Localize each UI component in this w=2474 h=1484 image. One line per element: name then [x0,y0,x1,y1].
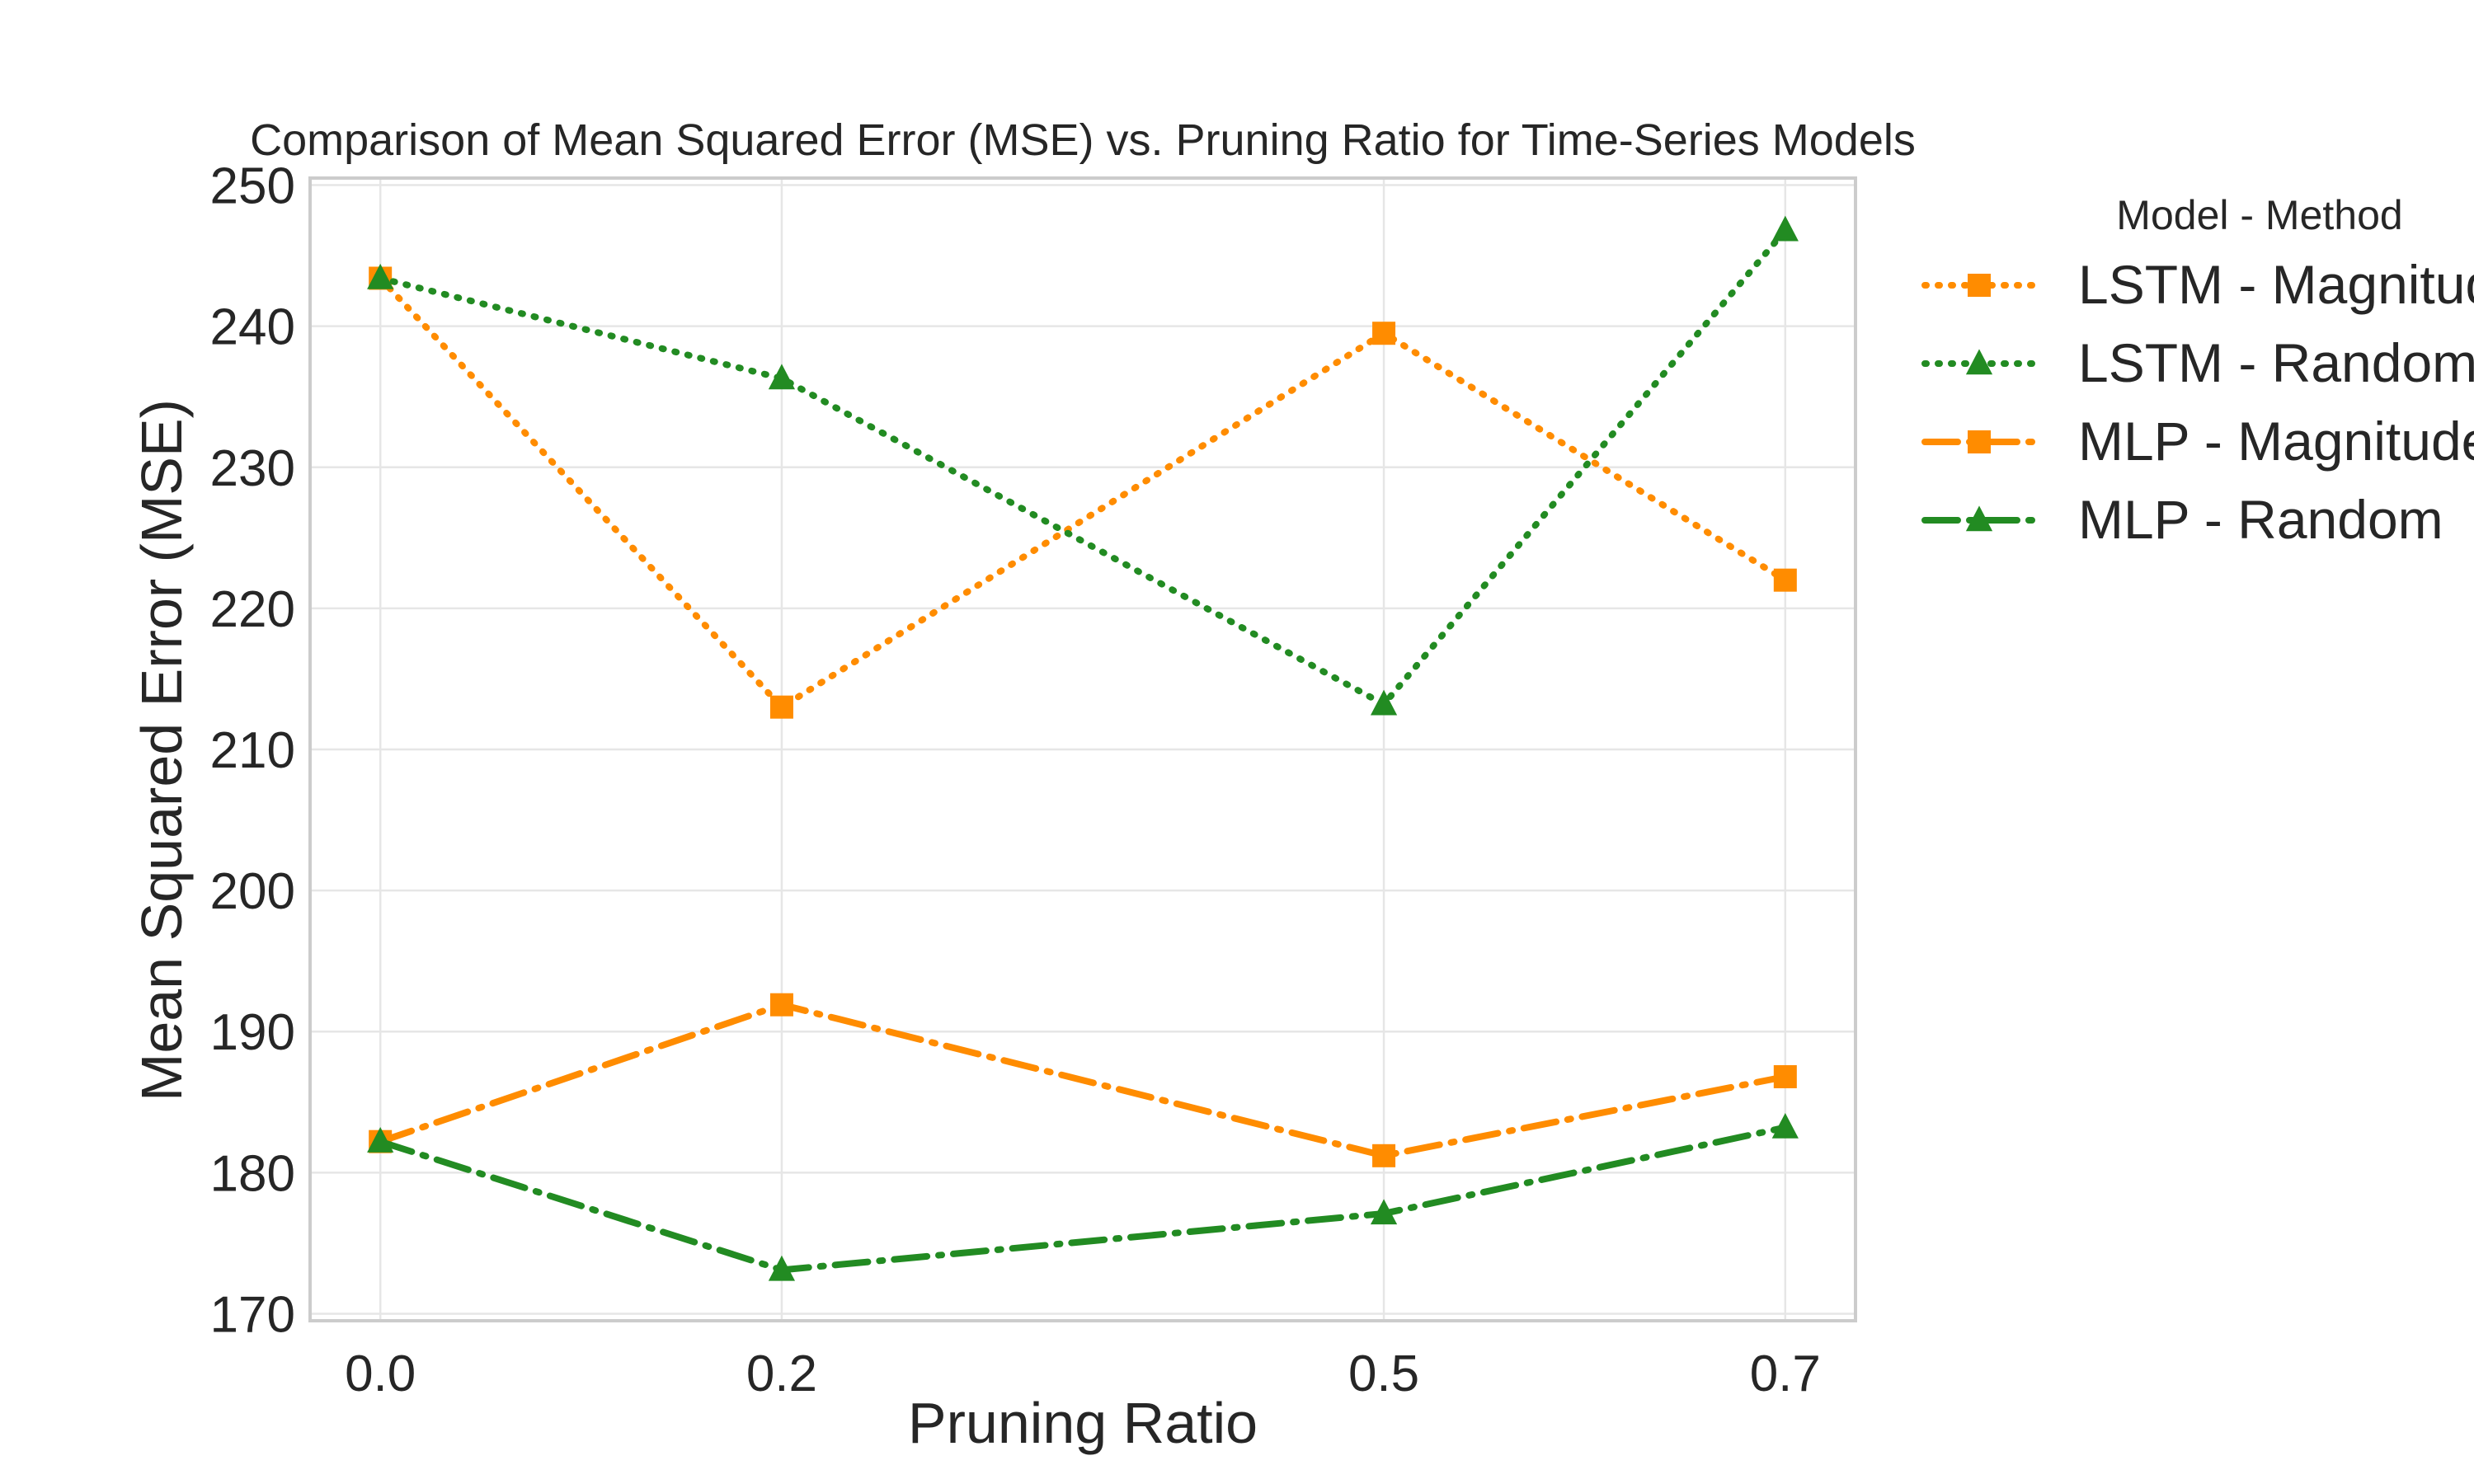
series-layer [367,215,1799,1281]
series-mlp-random [367,1112,1799,1281]
legend-marker [1965,349,1993,375]
series-mlp-magnitude [369,993,1797,1167]
legend-entry: MLP - Random [1921,489,2443,550]
series-line [377,1124,1789,1274]
data-point [1372,322,1396,345]
y-tick-label: 250 [210,158,295,215]
series-line [377,1001,1789,1159]
data-point [1370,689,1398,716]
data-point [1771,215,1799,242]
data-point [367,263,394,289]
y-tick-label: 210 [210,722,295,779]
data-point [768,364,796,390]
legend-entry: MLP - Magnitude [1921,411,2474,472]
data-point [1370,1199,1398,1225]
data-point [768,1255,796,1281]
y-tick-label: 240 [210,299,295,356]
y-tick-label: 230 [210,440,295,497]
legend-label: LSTM - Random [2078,332,2474,393]
chart-title: Comparison of Mean Squared Error (MSE) v… [250,115,1916,165]
plot-frame [308,176,1857,1322]
x-tick-label: 0.7 [1750,1345,1821,1402]
tick-labels: 0.0 0.2 0.5 0.7 170 180 190 200 210 220 230 240 250 [210,158,1821,1402]
x-tick-label: 0.5 [1348,1345,1419,1402]
legend-marker [1965,505,1993,532]
y-axis-label: Mean Squared Error (MSE) [129,399,194,1101]
data-point [1773,568,1797,592]
series-lstm-random [367,215,1799,716]
legend-label: MLP - Random [2078,489,2443,550]
legend-marker [1968,274,1991,297]
data-point [1771,1112,1799,1139]
legend-marker [1968,430,1991,453]
legend-label: LSTM - Magnitude [2078,254,2474,315]
data-point [769,993,793,1017]
grid-lines [310,178,1856,1321]
legend-entry: LSTM - Magnitude [1921,254,2474,315]
x-tick-label: 0.0 [345,1345,416,1402]
y-tick-label: 190 [210,1004,295,1061]
data-point [769,695,793,719]
x-tick-label: 0.2 [746,1345,817,1402]
legend: Model - Method LSTM - Magnitude LSTM - Ra… [1921,192,2474,550]
legend-title: Model - Method [2116,192,2402,238]
y-tick-label: 170 [210,1286,295,1343]
series-lstm-magnitude [369,266,1797,719]
legend-entry: LSTM - Random [1921,332,2474,393]
y-tick-label: 220 [210,581,295,638]
data-point [1372,1144,1396,1167]
x-axis-label: Pruning Ratio [908,1391,1258,1455]
y-tick-label: 200 [210,863,295,920]
data-point [1773,1064,1797,1088]
y-tick-label: 180 [210,1145,295,1202]
series-line [377,275,1789,711]
series-line [377,227,1789,709]
legend-label: MLP - Magnitude [2078,411,2474,472]
data-point [367,1127,394,1153]
